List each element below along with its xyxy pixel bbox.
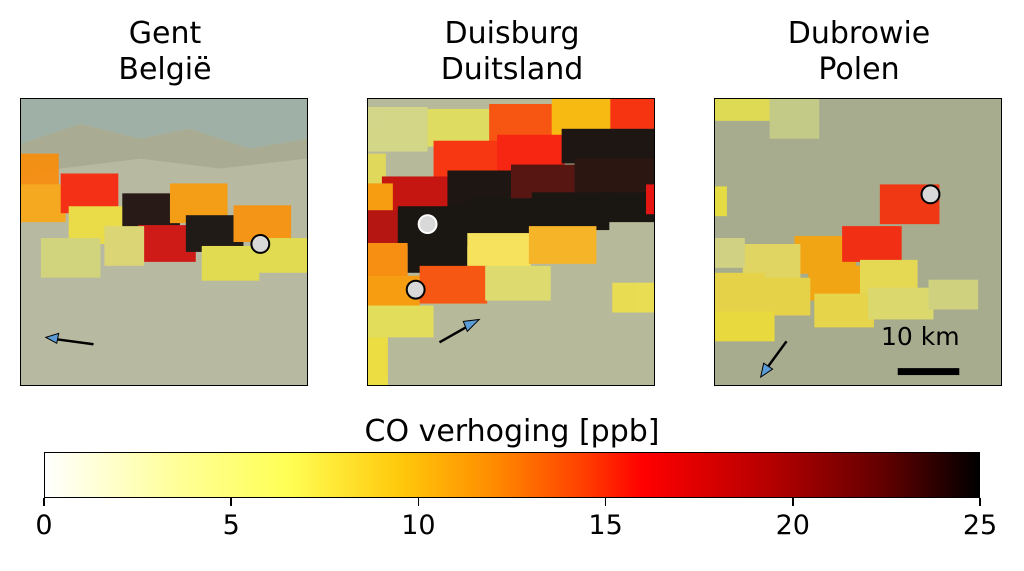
heat-cell: [646, 184, 654, 215]
heat-cell: [715, 99, 773, 121]
colorbar-tick-label: 0: [35, 510, 53, 541]
colorbar-label: CO verhoging [ppb]: [364, 414, 660, 449]
heat-cell: [610, 99, 654, 131]
land-strip: [21, 123, 307, 179]
heat-cell: [769, 99, 820, 139]
heat-cell: [561, 128, 654, 164]
wind-arrow-icon: [44, 332, 60, 345]
heat-cell: [419, 265, 488, 304]
heat-cell: [368, 183, 393, 214]
heat-cell: [715, 311, 775, 342]
map-gent-svg: [21, 99, 307, 385]
heat-cell: [427, 108, 493, 147]
heat-cell: [612, 282, 654, 313]
heat-cell: [485, 265, 551, 301]
map-duisburg-svg: [368, 99, 654, 385]
source-marker: [417, 214, 438, 235]
heat-cell: [368, 210, 402, 248]
heat-cell: [104, 226, 145, 266]
heat-cell: [842, 226, 902, 262]
wind-arrow-line: [56, 338, 94, 346]
heat-cell: [574, 158, 654, 199]
wind-arrow-line: [438, 324, 470, 344]
panel-title-duisburg: Duisburg Duitsland: [367, 16, 657, 88]
heat-cell: [40, 238, 101, 278]
colorbar: [44, 452, 980, 498]
heat-cell: [467, 233, 531, 268]
source-marker: [250, 234, 271, 254]
colorbar-tick-mark: [979, 498, 981, 506]
panel-title-gent: Gent België: [20, 16, 310, 88]
heat-cell: [368, 305, 434, 338]
wind-arrow-icon: [462, 318, 481, 333]
colorbar-tick-label: 20: [775, 510, 810, 541]
colorbar-tick-label: 25: [962, 510, 998, 541]
panel-title-gent-city: Gent: [128, 16, 202, 51]
wind-arrow-line: [766, 340, 788, 368]
map-panel-duisburg: [367, 98, 655, 386]
map-dubrowie-svg: [715, 99, 1001, 385]
colorbar-tick-label: 15: [588, 510, 623, 541]
panel-title-dubrowie-city: Dubrowie: [787, 16, 931, 51]
heat-cell: [368, 153, 386, 184]
heat-cell: [528, 226, 597, 264]
heat-cell: [715, 272, 765, 313]
heat-cell: [604, 192, 654, 223]
heat-cell: [867, 287, 934, 320]
colorbar-tick-mark: [230, 498, 232, 506]
panel-title-dubrowie-country: Polen: [818, 52, 900, 87]
scale-bar-label: 10 km: [881, 322, 960, 351]
panel-title-duisburg-country: Duitsland: [440, 52, 584, 87]
colorbar-tick-mark: [417, 498, 420, 506]
water-area: [21, 99, 307, 149]
heat-cell: [715, 238, 745, 268]
heat-cell: [465, 198, 537, 239]
colorbar-tick-mark: [43, 498, 45, 506]
wind-arrow-icon: [759, 362, 774, 379]
panel-title-duisburg-city: Duisburg: [444, 16, 580, 51]
panel-title-dubrowie: Dubrowie Polen: [714, 16, 1004, 88]
source-marker: [405, 279, 426, 300]
heat-cell: [715, 186, 727, 217]
panel-title-gent-country: België: [118, 52, 212, 87]
heat-cell: [760, 277, 811, 316]
heat-cell: [531, 192, 610, 231]
source-marker: [920, 184, 941, 205]
map-panel-dubrowie: [714, 98, 1002, 386]
colorbar-tick-mark: [792, 498, 794, 506]
colorbar-tick-label: 10: [401, 510, 436, 541]
heat-cell: [814, 293, 874, 328]
heat-cell: [368, 106, 428, 152]
heat-cell: [201, 245, 260, 281]
heat-cell: [928, 279, 979, 310]
heat-cell: [368, 337, 388, 385]
colorbar-tick-mark: [604, 498, 607, 506]
colorbar-tick-label: 5: [222, 510, 240, 541]
heat-cell: [21, 184, 66, 223]
map-panel-gent: [20, 98, 308, 386]
scale-bar: [897, 368, 960, 376]
